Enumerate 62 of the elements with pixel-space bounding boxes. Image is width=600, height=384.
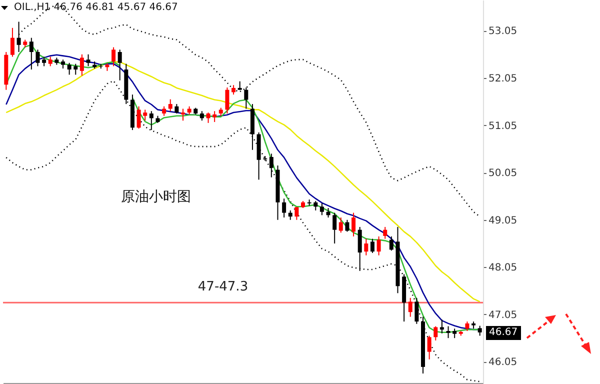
candlestick xyxy=(414,297,419,324)
y-tick-label: 52.05 xyxy=(488,74,518,85)
y-tick-label: 50.05 xyxy=(488,168,518,180)
candlestick xyxy=(294,206,299,220)
candlestick xyxy=(74,63,78,76)
candlestick xyxy=(326,208,330,218)
candlestick xyxy=(427,335,432,360)
candlestick xyxy=(338,217,343,234)
annotation: 原油小时图 xyxy=(121,189,191,205)
y-tick-label: 53.05 xyxy=(488,26,518,38)
candlestick xyxy=(389,236,394,252)
candlestick xyxy=(352,212,356,237)
ref-line-label: 47-47.3 xyxy=(198,280,248,295)
candlestick xyxy=(200,110,204,122)
candlestick xyxy=(232,84,236,96)
candlestick xyxy=(206,112,210,124)
text: 46.67 xyxy=(486,326,521,340)
candlestick xyxy=(143,109,148,122)
y-tick-label: 46.05 xyxy=(488,357,518,368)
candlestick xyxy=(376,236,381,256)
y-tick-label: 48.05 xyxy=(488,262,518,274)
candlestick xyxy=(440,319,444,334)
candlestick xyxy=(225,86,230,114)
candlestick xyxy=(86,54,90,67)
candlestick xyxy=(174,104,179,114)
candlestick xyxy=(181,108,185,122)
candlestick xyxy=(288,210,292,220)
candlestick xyxy=(282,198,286,218)
candlestick xyxy=(36,49,40,67)
candlestick xyxy=(383,226,388,240)
candlestick xyxy=(320,202,324,216)
candlestick xyxy=(168,98,172,112)
candlestick xyxy=(314,200,318,211)
y-tick-label: 51.05 xyxy=(488,120,518,132)
candlestick xyxy=(465,321,470,332)
candlestick xyxy=(29,37,34,70)
candlestick xyxy=(67,62,72,76)
y-tick-label: 47.05 xyxy=(488,310,518,321)
y-tick-label: 49.05 xyxy=(488,215,518,226)
candlestick xyxy=(358,226,362,272)
candlestick xyxy=(212,110,217,122)
candlestick xyxy=(345,219,350,232)
candlestick xyxy=(118,49,122,81)
candlestick xyxy=(244,86,248,110)
candlestick xyxy=(332,212,337,244)
candlestick xyxy=(434,326,438,341)
candlestick xyxy=(112,46,116,67)
candlestick xyxy=(452,328,457,339)
candlestick xyxy=(80,54,84,76)
candlestick xyxy=(446,326,450,339)
candlestick xyxy=(136,106,141,130)
candlestick xyxy=(149,110,154,131)
candlestick xyxy=(10,27,14,58)
candlestick xyxy=(162,106,166,116)
candlestick xyxy=(48,56,52,67)
candlestick xyxy=(364,238,368,256)
chart-title: OIL.,H1 46.76 46.81 45.67 46.67 xyxy=(14,2,178,13)
candlestick xyxy=(42,56,46,67)
candlestick xyxy=(269,153,274,178)
candlestick xyxy=(370,238,374,254)
candlestick xyxy=(478,325,482,336)
candlestick xyxy=(408,297,412,318)
